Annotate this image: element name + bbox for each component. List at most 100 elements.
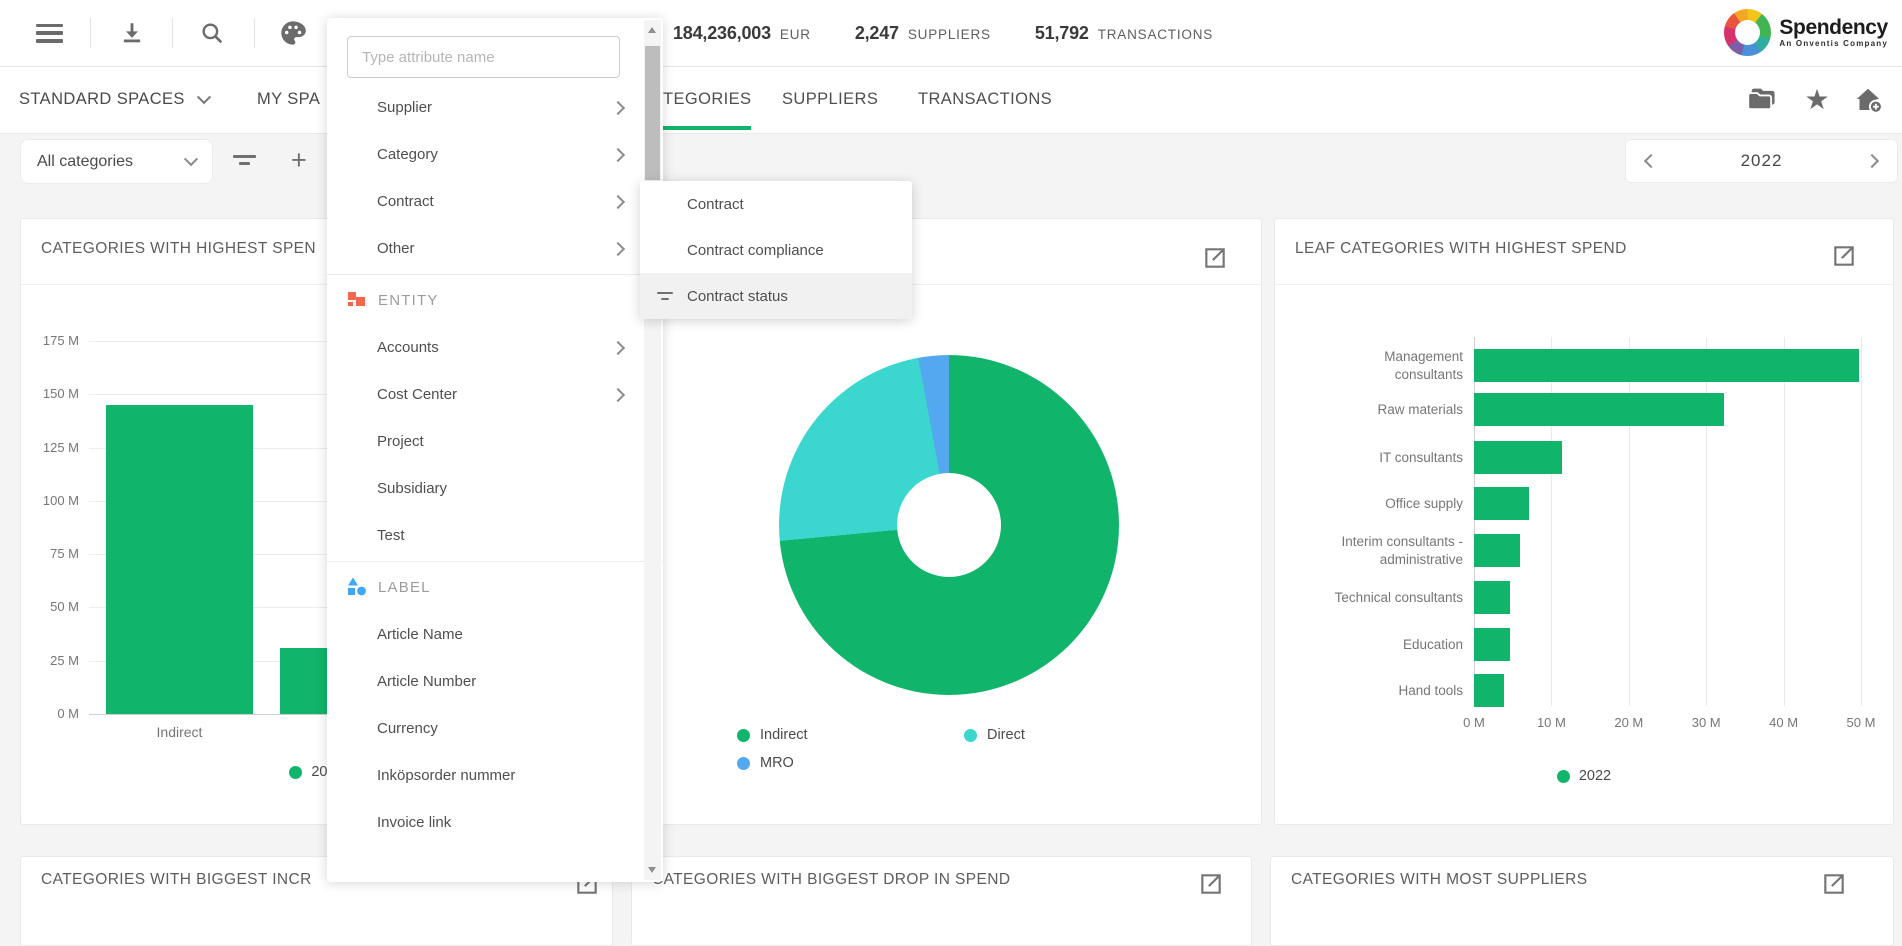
- logo-tagline: An Onventis Company: [1779, 39, 1888, 49]
- menu-item-cost-center[interactable]: Cost Center: [327, 371, 663, 418]
- filter-icon: [657, 291, 673, 308]
- donut-chart[interactable]: [779, 355, 1119, 695]
- category-filter-select[interactable]: All categories: [20, 139, 213, 184]
- category-label: Management consultants: [1384, 348, 1463, 382]
- gridline: [1551, 337, 1553, 706]
- expand-button[interactable]: [1198, 871, 1224, 897]
- gridline: [1628, 337, 1630, 706]
- chevron-down-icon: [183, 151, 199, 166]
- bar-raw-materials[interactable]: [1474, 393, 1724, 426]
- bar-management-consultants[interactable]: [1474, 349, 1860, 382]
- y-tick-label: 75 M: [50, 546, 79, 562]
- category-label: Education: [1402, 636, 1463, 652]
- stat-suppliers: 2,247 SUPPLIERS: [855, 23, 991, 44]
- category-label: IT consultants: [1379, 449, 1463, 465]
- legend-item-indirect[interactable]: Indirect: [737, 727, 808, 743]
- legend-item-direct[interactable]: Direct: [964, 727, 1025, 743]
- add-home-button[interactable]: [1846, 66, 1890, 133]
- stat-label: SUPPLIERS: [907, 26, 991, 42]
- menu-item-subsidiary[interactable]: Subsidiary: [327, 465, 663, 512]
- bar-interim-consultants-administrative[interactable]: [1474, 534, 1521, 567]
- donut-hole: [897, 473, 1001, 577]
- scrollbar[interactable]: [644, 20, 661, 880]
- menu-item-label: Invoice link: [377, 814, 452, 831]
- chevron-right-icon: [610, 100, 626, 115]
- tab-transactions[interactable]: TRANSACTIONS: [918, 66, 1052, 133]
- attribute-search-input[interactable]: [347, 36, 620, 78]
- tab-suppliers[interactable]: SUPPLIERS: [782, 66, 878, 133]
- year-selector: 2022: [1625, 139, 1898, 183]
- menu-item-article-name[interactable]: Article Name: [327, 611, 663, 658]
- scroll-down-icon[interactable]: [648, 867, 656, 873]
- expand-button[interactable]: [1202, 245, 1228, 271]
- menu-item-project[interactable]: Project: [327, 418, 663, 465]
- standard-spaces-label: STANDARD SPACES: [19, 90, 185, 108]
- legend-label: 2022: [1578, 768, 1612, 784]
- bar-it-consultants[interactable]: [1474, 441, 1563, 474]
- legend-item-mro[interactable]: MRO: [737, 755, 794, 771]
- menu-item-label: Project: [377, 433, 424, 450]
- category-label: Raw materials: [1377, 401, 1463, 417]
- menu-item-invoice-link[interactable]: Invoice link: [327, 799, 663, 846]
- tab-categories[interactable]: TEGORIES: [663, 66, 752, 133]
- submenu-item-contract[interactable]: Contract: [640, 181, 912, 227]
- bar-education[interactable]: [1474, 628, 1511, 661]
- gridline: [1474, 337, 1475, 706]
- spaces-folder-button[interactable]: [1740, 66, 1784, 133]
- menu-item-supplier[interactable]: Supplier: [327, 84, 663, 131]
- expand-button[interactable]: [1831, 243, 1857, 269]
- divider: [1275, 284, 1893, 285]
- my-spaces-menu[interactable]: MY SPA: [257, 66, 320, 133]
- submenu-item-contract-compliance[interactable]: Contract compliance: [640, 227, 912, 273]
- menu-item-ink-psorder-nummer[interactable]: Inköpsorder nummer: [327, 752, 663, 799]
- legend-dot: [737, 728, 750, 742]
- x-tick-label: 40 M: [1769, 715, 1799, 730]
- y-tick-label: 0 M: [57, 706, 79, 721]
- x-tick-label: 0 M: [1463, 715, 1485, 730]
- menu-item-contract[interactable]: Contract: [327, 178, 663, 225]
- theme-palette-button[interactable]: [265, 0, 321, 66]
- next-year-button[interactable]: [1864, 153, 1880, 169]
- menu-item-label: Category: [377, 146, 438, 163]
- y-tick-label: 50 M: [50, 599, 79, 615]
- filter-button[interactable]: [233, 155, 256, 174]
- year-label: 2022: [1740, 151, 1783, 170]
- bar-indirect[interactable]: [106, 404, 253, 714]
- menu-item-label: Test: [377, 527, 405, 544]
- submenu-item-contract-status[interactable]: Contract status: [640, 273, 912, 319]
- add-filter-button[interactable]: +: [291, 147, 307, 174]
- divider: [254, 18, 255, 48]
- menu-item-article-number[interactable]: Article Number: [327, 658, 663, 705]
- menu-item-accounts[interactable]: Accounts: [327, 324, 663, 371]
- bar-technical-consultants[interactable]: [1474, 581, 1511, 614]
- x-tick-label: 50 M: [1846, 715, 1876, 730]
- bar-office-supply[interactable]: [1474, 487, 1529, 520]
- open-in-new-icon: [1834, 246, 1854, 266]
- divider: [21, 284, 612, 285]
- previous-year-button[interactable]: [1643, 153, 1659, 169]
- search-button[interactable]: [184, 0, 240, 66]
- stat-value: 51,792: [1034, 22, 1089, 43]
- space-nav-bar: STANDARD SPACES MY SPA TEGORIES SUPPLIERS…: [0, 66, 1902, 134]
- card-spend-distribution: Indirect Direct MRO: [643, 218, 1262, 825]
- expand-button[interactable]: [1821, 871, 1847, 897]
- filter-icon: [233, 155, 256, 169]
- legend-dot: [737, 756, 750, 770]
- favorites-button[interactable]: ★: [1795, 66, 1839, 133]
- scrollbar-thumb[interactable]: [645, 46, 660, 180]
- hamburger-menu-button[interactable]: [21, 0, 77, 66]
- menu-item-currency[interactable]: Currency: [327, 705, 663, 752]
- menu-item-test[interactable]: Test: [327, 512, 663, 559]
- scroll-up-icon[interactable]: [648, 27, 656, 33]
- download-button[interactable]: [104, 0, 160, 66]
- open-in-new-icon: [1824, 874, 1844, 894]
- bar-hand-tools[interactable]: [1474, 674, 1505, 707]
- menu-item-other[interactable]: Other: [327, 225, 663, 272]
- attribute-menu: Supplier Category Contract Other ENTITY Accou…: [327, 18, 663, 882]
- menu-item-category[interactable]: Category: [327, 131, 663, 178]
- search-icon: [202, 23, 223, 44]
- card-categories-biggest-drop: CATEGORIES WITH BIGGEST DROP IN SPEND: [631, 856, 1252, 946]
- logo-name: Spendency: [1779, 15, 1888, 39]
- open-in-new-icon: [1205, 248, 1225, 268]
- standard-spaces-menu[interactable]: STANDARD SPACES: [19, 66, 211, 133]
